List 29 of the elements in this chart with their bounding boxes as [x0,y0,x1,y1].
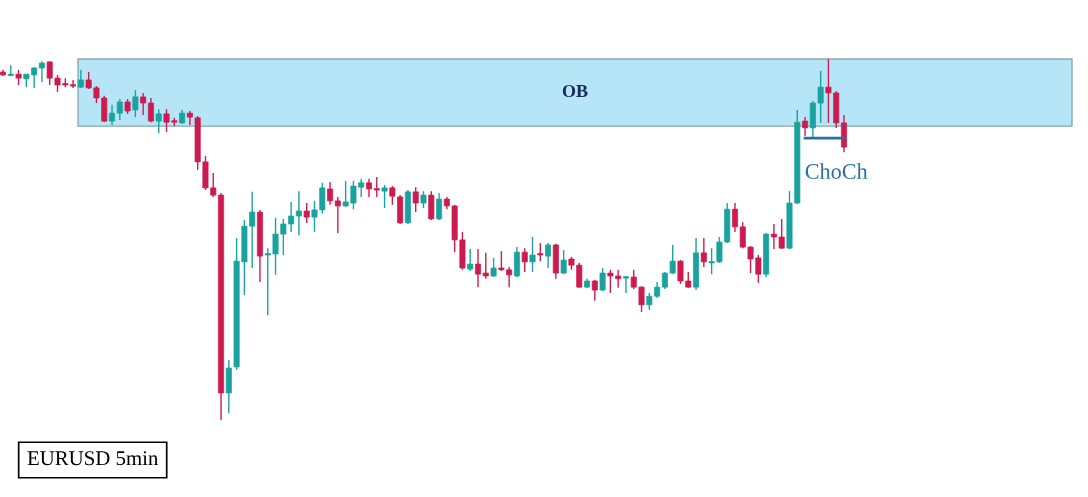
candlestick [428,190,435,221]
candlestick [38,60,45,83]
candlestick [334,196,341,234]
candlestick [147,97,154,123]
candlestick [467,248,474,272]
candlestick [545,242,552,269]
candlestick [412,186,419,213]
candlestick [700,237,707,268]
candlestick [140,92,147,116]
candlestick [521,247,528,273]
candlestick [436,192,443,221]
candlestick [327,181,334,206]
candlestick [622,275,629,294]
candlestick [513,246,520,278]
candlestick [802,116,809,137]
candlestick [303,202,310,224]
candlestick [560,249,567,275]
candlestick [109,104,116,126]
candlestick [381,184,388,209]
candlestick [116,98,123,121]
candlestick [537,242,544,262]
band-label: OB [562,84,588,98]
candlestick [132,89,139,118]
candlestick [529,236,536,273]
candlestick [295,190,302,236]
annotation: ChoCh [805,163,868,179]
candlestick [155,108,162,134]
candlestick [77,69,84,89]
text: EURUSD 5min [27,451,159,466]
